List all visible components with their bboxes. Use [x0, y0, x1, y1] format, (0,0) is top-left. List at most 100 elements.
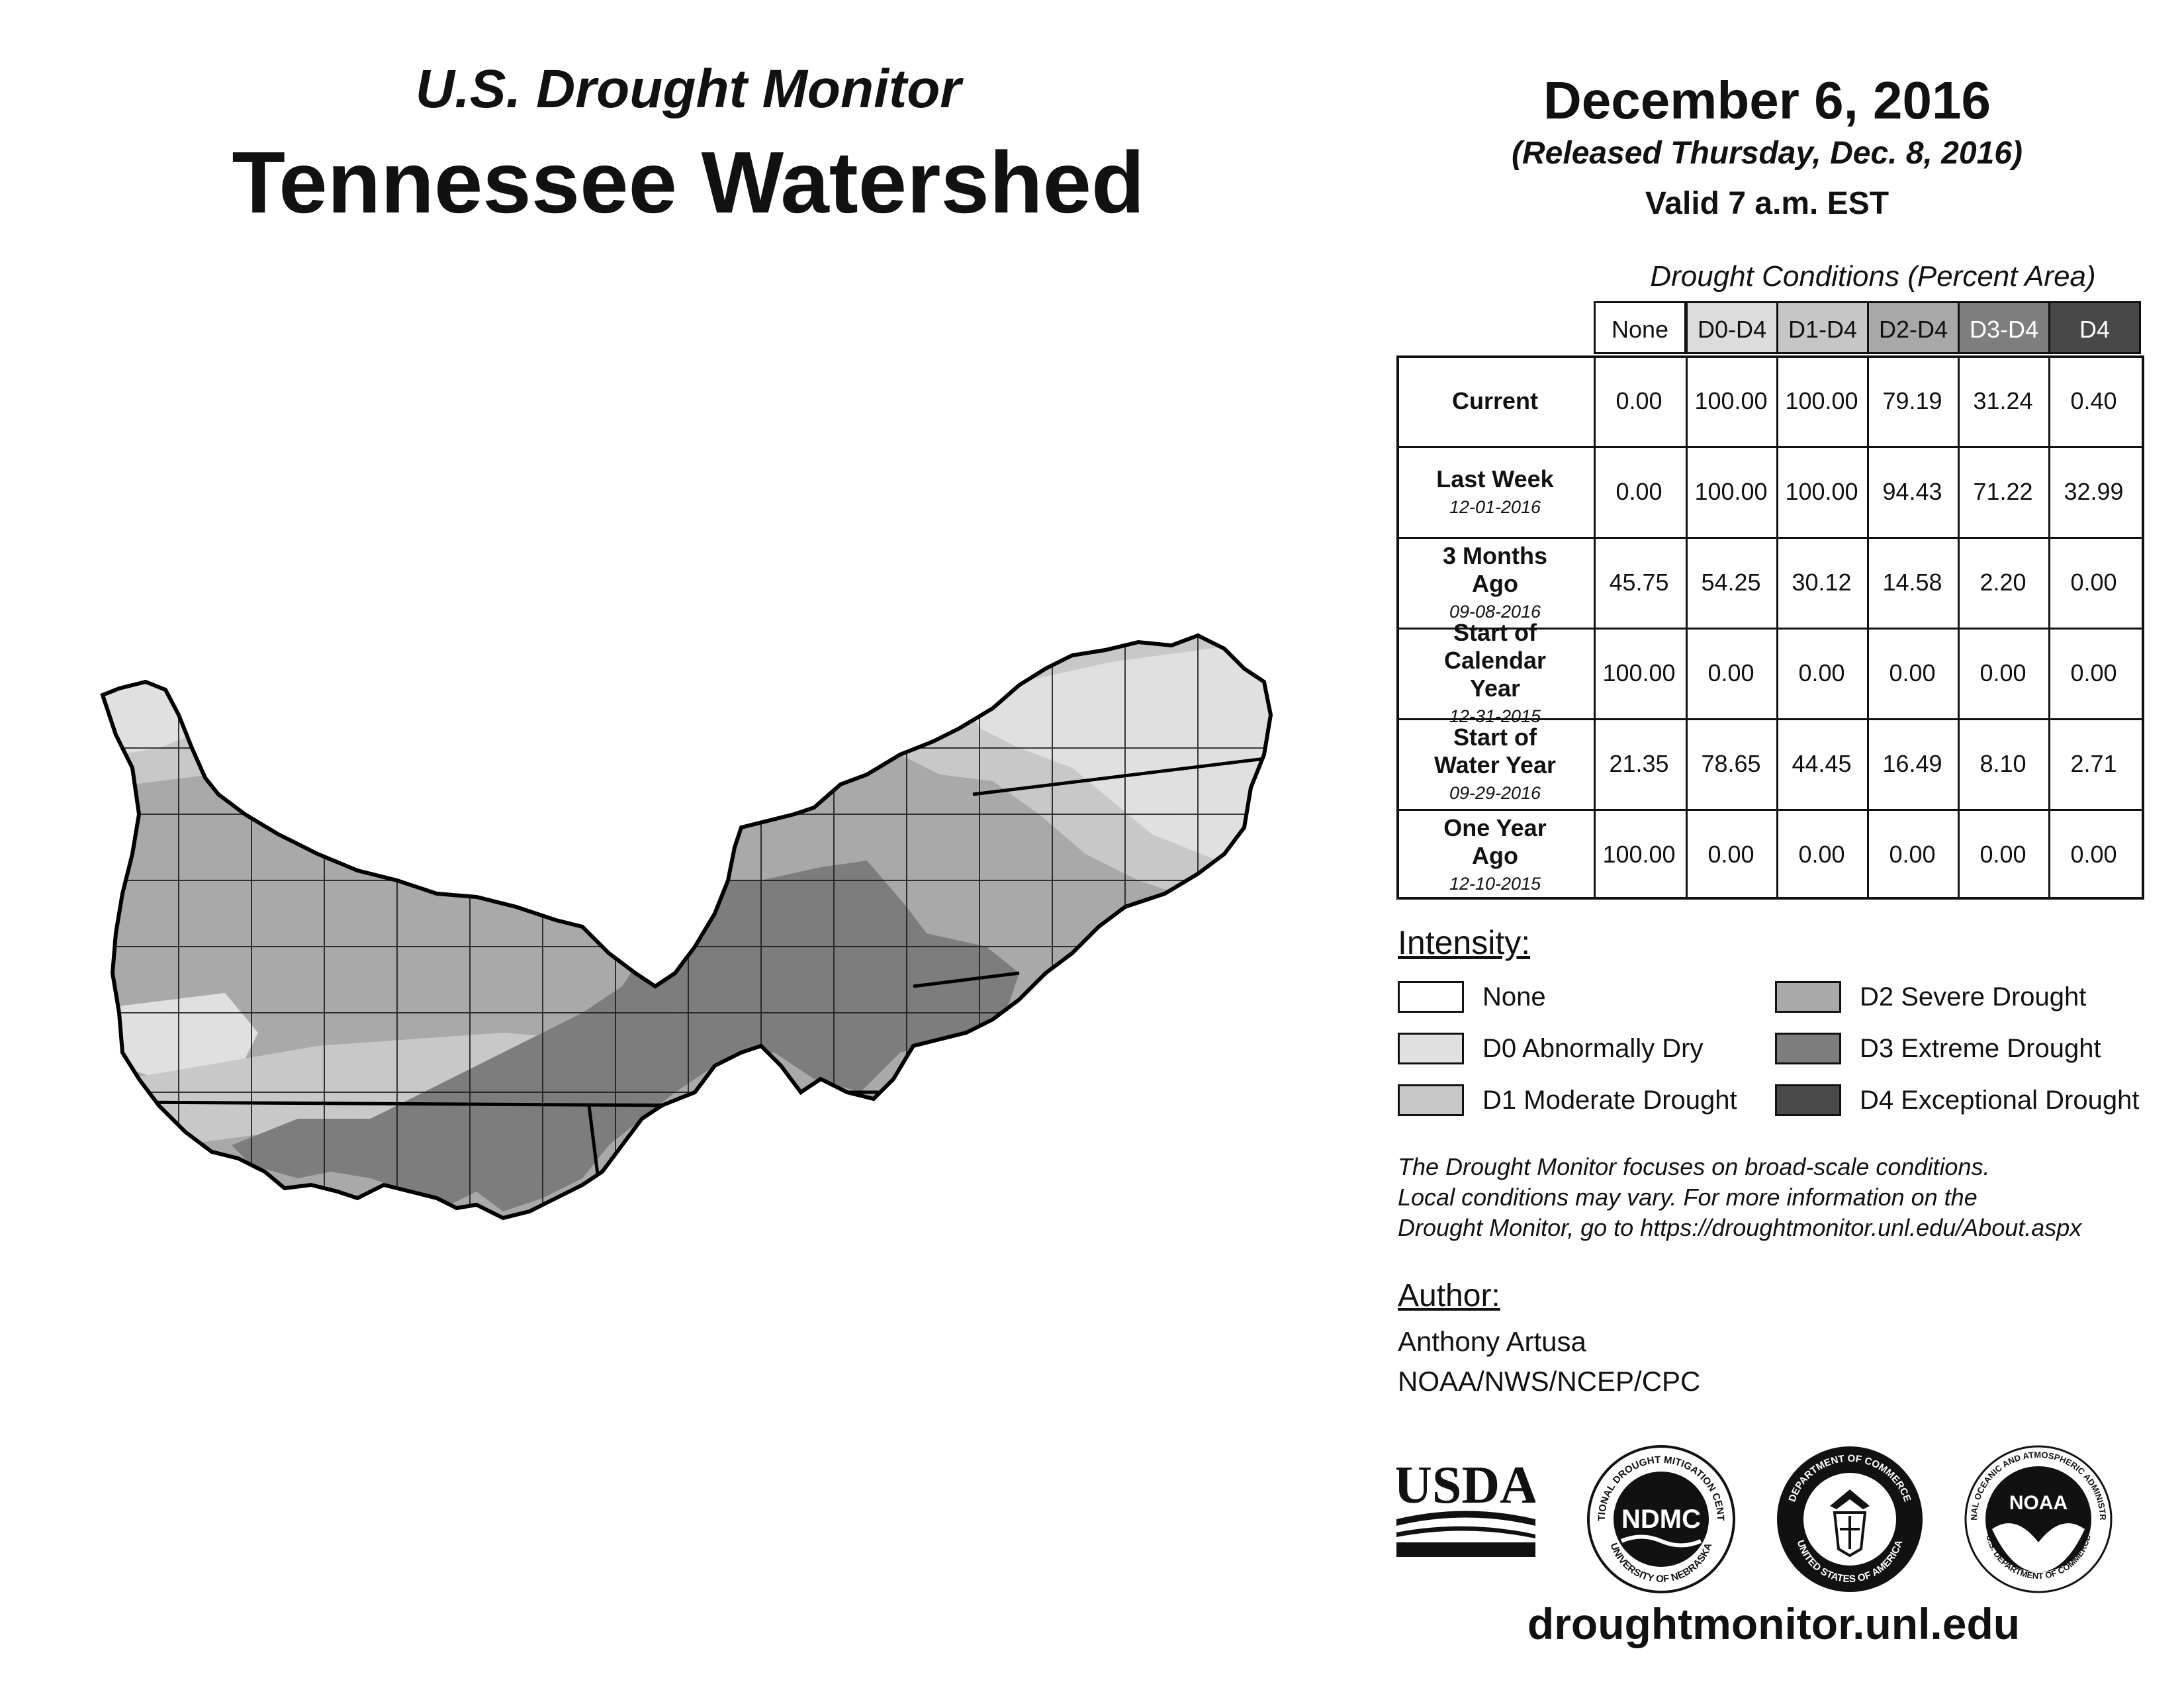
legend-swatch: [1775, 1084, 1841, 1116]
table-header-d2-d4: D2-D4: [1867, 301, 1960, 354]
table-cell: 78.65: [1701, 749, 1761, 777]
release-date: (Released Thursday, Dec. 8, 2016): [1512, 136, 2023, 171]
table-header-none: None: [1594, 301, 1686, 354]
row-label-text: Current: [1451, 387, 1538, 414]
table-cell: 2.20: [1979, 568, 2026, 596]
row-label-date: 09-29-2016: [1449, 783, 1541, 803]
ndmc-logo-text: NDMC: [1621, 1505, 1701, 1534]
table-cell: 8.10: [1979, 749, 2026, 777]
drought-conditions-table: None D0-D4 D1-D4 D2-D4 D3-D4 D4 Current 0.00 100…: [1396, 301, 2144, 904]
legend-title: Intensity:: [1398, 924, 1531, 961]
table-row-label: Last Week 12-01-2016: [1396, 446, 1594, 537]
noaa-logo-text: NOAA: [2009, 1492, 2068, 1514]
row-label-date: 09-08-2016: [1449, 602, 1541, 622]
table-cell: 44.45: [1792, 749, 1852, 777]
map-date: December 6, 2016: [1543, 71, 1991, 130]
table-cell: 0.40: [2070, 387, 2117, 414]
table-cell: 0.00: [1889, 840, 1936, 868]
row-label-text: One Year Ago: [1443, 814, 1547, 869]
row-label-date: 12-10-2015: [1449, 874, 1541, 894]
table-row-label: 3 Months Ago 09-08-2016: [1396, 537, 1594, 628]
commerce-seal-logo: DEPARTMENT OF COMMERCE UNITED STATES OF …: [1777, 1446, 1923, 1592]
legend-swatch: [1398, 981, 1464, 1013]
table-cell: 0.00: [1979, 659, 2026, 686]
table-cell: 32.99: [2064, 477, 2124, 505]
column-divider: [2048, 355, 2050, 900]
table-cell: 16.49: [1882, 749, 1942, 777]
table-cell: 0.00: [2070, 568, 2117, 596]
author-title: Author:: [1398, 1278, 1500, 1313]
column-divider: [1867, 355, 1869, 900]
row-divider: [1396, 628, 2144, 630]
table-header-d0-d4: D0-D4: [1686, 301, 1778, 354]
table-cell: 100.00: [1694, 477, 1768, 505]
legend-label: D3 Extreme Drought: [1860, 1034, 2101, 1063]
legend-label: None: [1482, 982, 1546, 1011]
table-row-label: One Year Ago 12-10-2015: [1396, 809, 1594, 900]
column-divider: [1686, 355, 1688, 900]
legend-swatch: [1398, 1033, 1464, 1064]
row-label-text: Start of Calendar Year: [1443, 619, 1547, 702]
table-row-label: Start of Water Year 09-29-2016: [1396, 718, 1594, 809]
row-label-date: 12-31-2015: [1449, 706, 1541, 726]
table-cell: 71.22: [1973, 477, 2033, 505]
column-divider: [1776, 355, 1778, 900]
table-cell: 31.24: [1973, 387, 2033, 414]
table-cell: 45.75: [1609, 568, 1669, 596]
row-divider: [1396, 809, 2144, 811]
table-cell: 0.00: [1979, 840, 2026, 868]
legend-swatch: [1775, 981, 1841, 1013]
table-cell: 0.00: [1798, 659, 1845, 686]
author-name: Anthony Artusa: [1398, 1326, 1586, 1357]
table-header-d3-d4: D3-D4: [1958, 301, 2050, 354]
row-divider: [1396, 718, 2144, 720]
table-cell: 0.00: [1615, 477, 1662, 505]
note-line-3: Drought Monitor, go to https://droughtmo…: [1398, 1214, 2082, 1241]
table-cell: 0.00: [1889, 659, 1936, 686]
disclaimer-note: The Drought Monitor focuses on broad-sca…: [1398, 1152, 2159, 1243]
map-subtitle: U.S. Drought Monitor: [415, 59, 962, 119]
table-cell: 100.00: [1602, 840, 1676, 868]
table-header-d4: D4: [2048, 301, 2141, 354]
column-divider: [1958, 355, 1960, 900]
row-label-text: 3 Months Ago: [1443, 542, 1547, 597]
table-cell: 54.25: [1701, 568, 1761, 596]
table-cell: 100.00: [1694, 387, 1768, 414]
table-cell: 0.00: [1707, 659, 1754, 686]
table-cell: 100.00: [1785, 477, 1858, 505]
row-divider: [1396, 446, 2144, 448]
table-cell: 30.12: [1792, 568, 1852, 596]
usda-logo: USDA: [1396, 1456, 1535, 1557]
table-cell: 79.19: [1882, 387, 1942, 414]
row-divider: [1396, 537, 2144, 539]
table-cell: 0.00: [1615, 387, 1662, 414]
table-row-label: Start of Calendar Year 12-31-2015: [1396, 619, 1594, 726]
legend-label: D1 Moderate Drought: [1482, 1086, 1737, 1115]
table-row-label: Current: [1396, 355, 1594, 446]
legend-label: D4 Exceptional Drought: [1860, 1086, 2140, 1115]
ndmc-logo: NATIONAL DROUGHT MITIGATION CENTER UNIVE…: [1585, 1443, 1735, 1593]
legend-label: D2 Severe Drought: [1860, 982, 2087, 1011]
map-title: Tennessee Watershed: [232, 134, 1145, 231]
table-cell: 21.35: [1609, 749, 1669, 777]
table-cell: 0.00: [1707, 840, 1754, 868]
table-cell: 2.71: [2070, 749, 2117, 777]
table-caption: Drought Conditions (Percent Area): [1650, 260, 2096, 293]
legend-swatch: [1775, 1033, 1841, 1064]
table-cell: 14.58: [1882, 568, 1942, 596]
table-cell: 0.00: [2070, 659, 2117, 686]
legend-swatch: [1398, 1084, 1464, 1116]
table-cell: 100.00: [1602, 659, 1676, 686]
footer-url[interactable]: droughtmonitor.unl.edu: [1527, 1599, 2021, 1648]
table-cell: 94.43: [1882, 477, 1942, 505]
table-cell: 0.00: [1798, 840, 1845, 868]
column-divider: [1594, 355, 1596, 900]
row-label-date: 12-01-2016: [1449, 497, 1541, 517]
noaa-logo: NATIONAL OCEANIC AND ATMOSPHERIC ADMINIS…: [1962, 1443, 2113, 1593]
table-cell: 0.00: [2070, 840, 2117, 868]
row-label-text: Last Week: [1436, 465, 1554, 492]
table-cell: 100.00: [1785, 387, 1858, 414]
note-line-1: The Drought Monitor focuses on broad-sca…: [1398, 1153, 1990, 1180]
author-org: NOAA/NWS/NCEP/CPC: [1398, 1366, 1701, 1397]
watershed-map: [79, 616, 1297, 1297]
